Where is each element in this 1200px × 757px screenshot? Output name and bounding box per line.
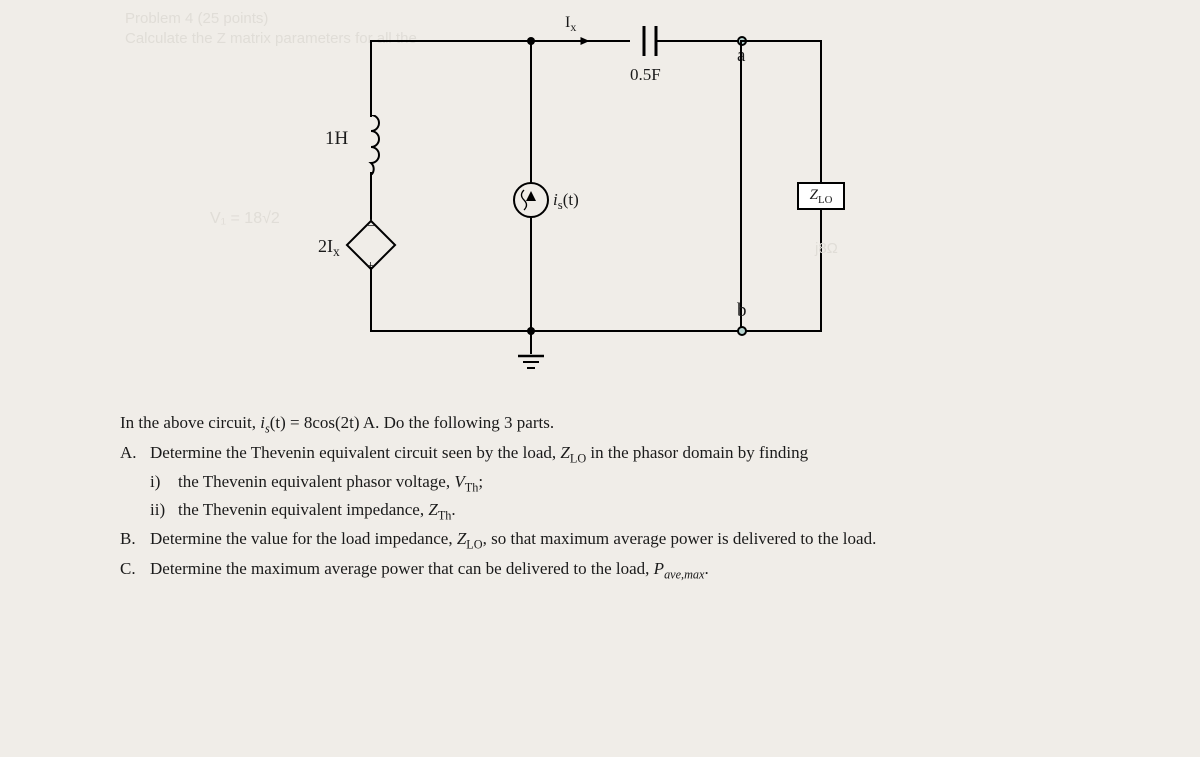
inductor bbox=[358, 115, 384, 180]
load-box: ZLO bbox=[797, 182, 845, 210]
part-a-i: i) the Thevenin equivalent phasor voltag… bbox=[150, 469, 1100, 497]
ix-label: Ix bbox=[565, 14, 576, 32]
part-b: B. Determine the value for the load impe… bbox=[120, 526, 1100, 554]
circuit-diagram: Ix 0.5F a 1H − + 2Ix V₁ = 18√2 is(t) bbox=[260, 20, 960, 400]
terminal-b-label: b bbox=[737, 300, 747, 322]
part-a-ii: ii) the Thevenin equivalent impedance, Z… bbox=[150, 497, 1100, 525]
faded-v1: V₁ = 18√2 bbox=[210, 210, 280, 228]
faded-text: Problem 4 (25 points) bbox=[125, 10, 268, 27]
inductor-label: 1H bbox=[325, 128, 348, 150]
part-a: A. Determine the Thevenin equivalent cir… bbox=[120, 440, 1100, 525]
cap-label: 0.5F bbox=[630, 65, 661, 85]
src-sine-icon bbox=[517, 188, 531, 212]
terminal-b-dot bbox=[737, 326, 747, 336]
ground-icon bbox=[516, 348, 546, 379]
intro-line: In the above circuit, is(t) = 8cos(2t) A… bbox=[120, 410, 1100, 438]
problem-text: In the above circuit, is(t) = 8cos(2t) A… bbox=[120, 410, 1100, 584]
isrc-label: is(t) bbox=[553, 190, 579, 210]
faded-j8: j8Ω bbox=[815, 240, 838, 257]
ccvs-minus: − bbox=[367, 218, 376, 236]
capacitor bbox=[630, 24, 670, 63]
ccvs-label: 2Ix bbox=[318, 236, 340, 257]
part-c: C. Determine the maximum average power t… bbox=[120, 556, 1100, 584]
